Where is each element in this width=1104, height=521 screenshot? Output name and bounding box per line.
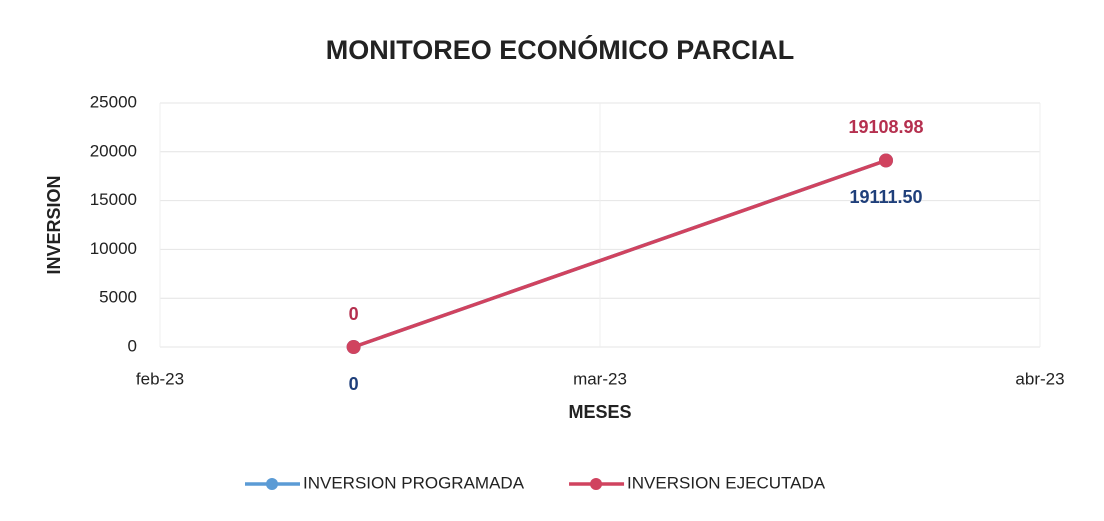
y-tick-label: 15000 [90,190,137,209]
legend-label: INVERSION PROGRAMADA [303,473,525,492]
x-tick-label: feb-23 [136,369,184,388]
chart-title: MONITOREO ECONÓMICO PARCIAL [326,34,795,65]
series-line [353,158,887,349]
point-marker [879,153,893,168]
y-tick-label: 10000 [90,239,137,258]
legend-marker [266,478,278,490]
data-label: 19108.98 [848,117,923,137]
y-axis-label: INVERSION [44,175,64,274]
point-marker [346,340,361,354]
data-label: 0 [349,304,359,324]
y-tick-label: 5000 [99,288,137,307]
x-tick-label: mar-23 [573,369,627,388]
legend-marker [590,478,603,490]
x-axis-label: MESES [568,402,631,422]
y-tick-label: 25000 [90,92,137,111]
x-tick-label: abr-23 [1015,369,1064,388]
y-tick-label: 0 [128,336,137,355]
y-tick-label: 20000 [90,141,137,160]
data-label: 19111.50 [849,187,922,207]
legend-label: INVERSION EJECUTADA [627,473,826,492]
data-label: 0 [349,374,359,394]
